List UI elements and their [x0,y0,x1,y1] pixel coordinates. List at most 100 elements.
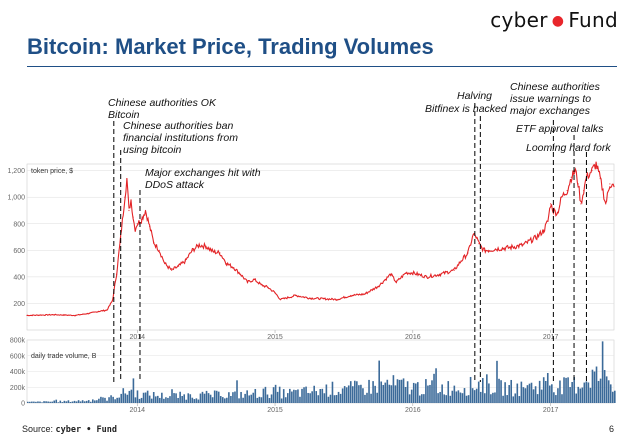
volume-bar [77,400,80,403]
volume-bar [329,394,332,403]
brand-dot-icon: ● [551,13,565,29]
volume-bar [219,396,222,403]
price-point [120,236,122,238]
volume-bar [163,398,165,403]
volume-bar [41,402,43,403]
volume-bar [175,393,177,403]
price-point [184,260,187,262]
price-point [239,273,242,275]
volume-bar [286,393,289,403]
volume-bar [471,388,474,403]
volume-bar [144,392,147,403]
price-point [219,252,221,254]
volume-bar [33,401,35,403]
volume-bar [189,394,192,403]
price-point [547,220,549,222]
volume-bar [459,392,462,403]
price-point [308,297,311,299]
volume-bar [116,397,118,403]
brand-right-text: Fund [568,8,618,32]
volume-bar [268,397,271,403]
volume-ytick-label: 0 [21,401,25,408]
price-point [522,244,524,246]
volume-bar [327,396,330,403]
volume-bar [150,398,153,403]
price-xtick-label: 2015 [267,334,283,341]
volume-bar [419,395,421,403]
price-series-line [26,161,615,317]
price-point [481,247,483,249]
volume-bar [597,380,600,403]
price-point [550,203,552,205]
volume-bar [445,395,448,403]
volume-bar [412,382,415,403]
volume-bar [593,371,596,403]
volume-bar [398,379,401,403]
price-point [136,223,138,225]
volume-bar [528,383,531,403]
volume-bar [427,385,429,403]
price-point [574,170,577,172]
price-point [508,247,510,249]
volume-bar [185,399,188,403]
volume-bar [236,380,238,403]
price-point [322,298,324,300]
volume-bar [31,401,33,403]
volume-bar [203,393,206,403]
annotation-line: Chinese authorities OK [108,97,216,109]
volume-bar [120,393,123,403]
volume-bar [356,381,358,403]
volume-bar [534,386,537,403]
volume-bar [205,390,208,403]
volume-bar [563,377,565,403]
volume-bar [423,394,425,403]
volume-bar [354,380,356,403]
volume-bar [293,389,295,403]
volume-bar [538,380,541,403]
price-point [453,269,455,271]
volume-bar [177,397,179,403]
price-point [205,245,207,247]
price-point [580,203,582,205]
volume-bar [67,400,70,403]
volume-bar [536,394,539,403]
volume-bar [469,376,472,403]
volume-bar [49,401,51,403]
volume-bar [232,392,234,403]
volume-bar [215,390,218,403]
volume-bar [479,391,482,403]
annotation-hard-fork: Looming hard fork [526,142,611,154]
annotation-line: major exchanges [510,105,590,117]
volume-bar [439,391,441,403]
price-point [191,249,193,251]
volume-bar [518,396,521,403]
price-point [439,273,441,275]
volume-bar [414,383,417,403]
volume-bar [272,387,275,403]
volume-bar [386,379,389,403]
volume-bar [195,398,198,403]
volume-bar [79,401,82,403]
volume-bar [477,381,480,403]
volume-bar [585,381,588,403]
volume-bar [59,400,62,403]
annotation-ddos: Major exchanges hit with DDoS attack [145,167,261,191]
volume-bar [425,379,427,403]
source-note: Source: cyber • Fund [22,424,117,435]
volume-bar [53,400,55,403]
volume-ytick-label: 600k [10,353,26,360]
volume-bar [492,392,494,403]
price-point [395,281,397,283]
volume-bar [207,393,210,403]
volume-bar [250,394,253,403]
volume-bar [301,388,303,403]
volume-bar [134,397,137,403]
price-point [124,196,126,198]
volume-bar [27,401,29,403]
price-point [260,284,262,286]
volume-bar [380,381,383,403]
volume-bar [331,381,334,403]
annotation-line: financial institutions from [123,132,238,144]
volume-bar [323,393,326,403]
price-point [158,249,160,251]
